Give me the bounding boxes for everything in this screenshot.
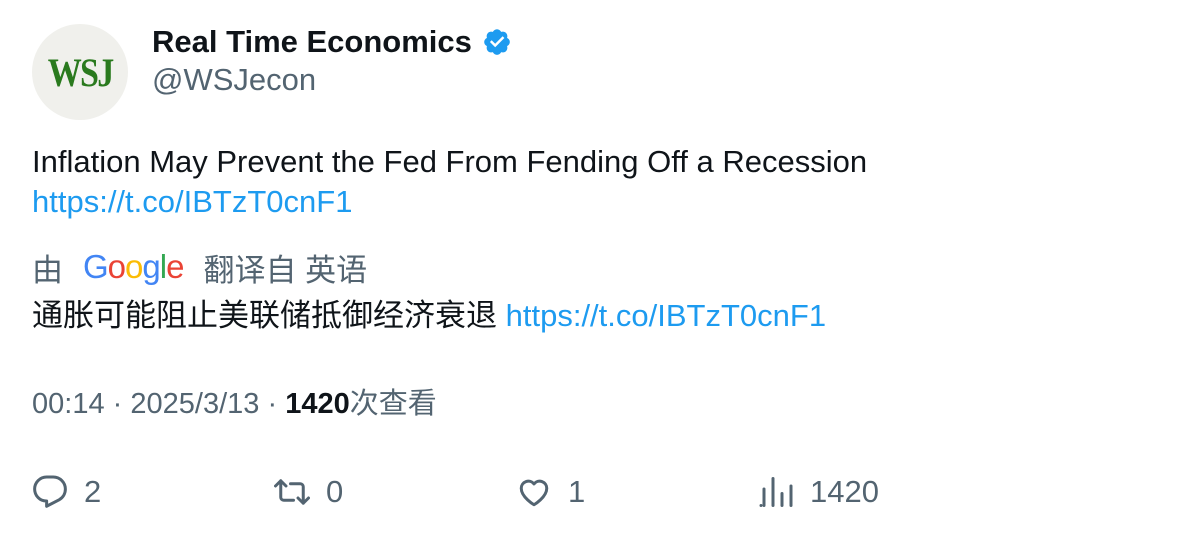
- google-logo[interactable]: Google: [83, 248, 184, 285]
- display-name[interactable]: Real Time Economics: [152, 24, 472, 59]
- tweet-text: Inflation May Prevent the Fed From Fendi…: [32, 142, 867, 222]
- avatar[interactable]: WSJ: [32, 24, 128, 120]
- views-label: 次查看: [349, 388, 437, 420]
- like-icon: [519, 479, 549, 507]
- retweet-button[interactable]: 0: [274, 472, 343, 512]
- translated-text: 通胀可能阻止美联储抵御经济衰退 https://t.co/IBTzT0cnF1: [32, 296, 826, 336]
- tweet-date[interactable]: 2025/3/13: [130, 388, 260, 420]
- translated-body: 通胀可能阻止美联储抵御经济衰退: [32, 298, 497, 333]
- tweet-link[interactable]: https://t.co/IBTzT0cnF1: [32, 184, 353, 219]
- views-icon: [759, 477, 793, 507]
- translation-attribution: 由 Google 翻译自 英语: [32, 247, 368, 288]
- views-button[interactable]: 1420: [758, 472, 879, 512]
- wsj-logo: WSJ: [47, 49, 115, 95]
- translation-source-label: 翻译自 英语: [203, 252, 368, 288]
- meta-separator: ·: [267, 388, 278, 420]
- author-handle[interactable]: @WSJecon: [152, 62, 317, 97]
- views-count: 1420: [285, 388, 350, 420]
- retweet-icon: [274, 479, 310, 505]
- translated-link[interactable]: https://t.co/IBTzT0cnF1: [505, 298, 827, 333]
- retweet-count: 0: [326, 474, 344, 509]
- verified-badge-icon: [482, 27, 512, 57]
- reply-button[interactable]: 2: [32, 472, 101, 512]
- tweet-meta: 00:14 · 2025/3/13 · 1420次查看: [32, 384, 437, 424]
- reply-count: 2: [84, 474, 102, 509]
- views-action-count: 1420: [810, 474, 879, 509]
- reply-icon: [33, 475, 67, 508]
- translation-prefix: 由: [32, 252, 63, 288]
- like-button[interactable]: 1: [516, 472, 585, 512]
- meta-separator: ·: [112, 388, 123, 420]
- tweet-body: Inflation May Prevent the Fed From Fendi…: [32, 144, 868, 179]
- tweet-time[interactable]: 00:14: [32, 388, 105, 420]
- like-count: 1: [568, 474, 586, 509]
- action-bar: 2 0 1 1420: [32, 472, 1172, 512]
- author-name-row: Real Time Economics: [152, 22, 512, 62]
